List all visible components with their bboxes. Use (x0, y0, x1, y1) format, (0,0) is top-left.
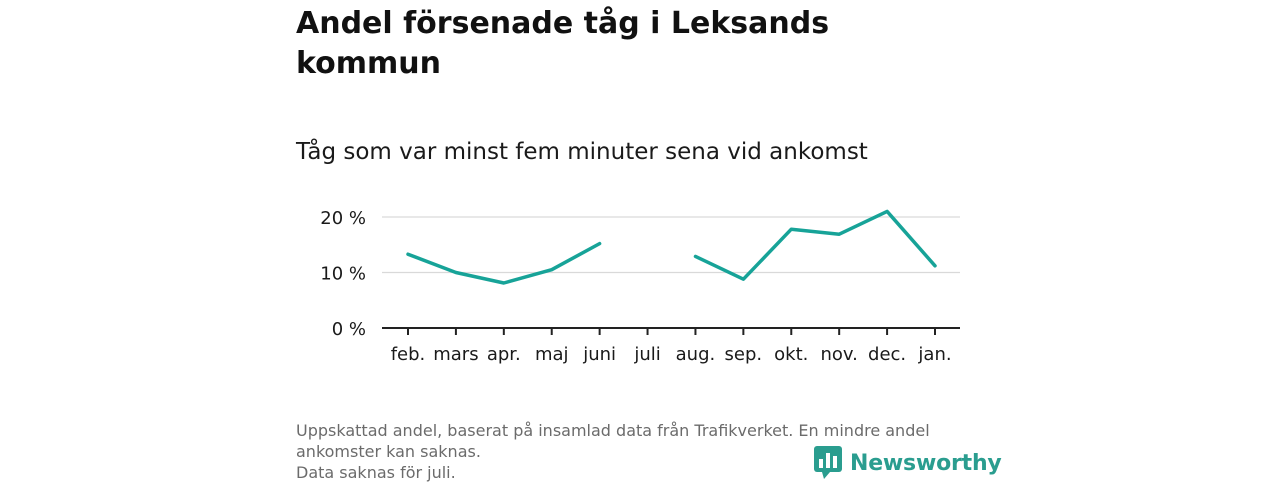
x-tick-label: okt. (774, 344, 808, 365)
line-chart: 0 % 10 % 20 % feb. mars apr. maj juni juli aug. s… (320, 208, 960, 365)
chart-subtitle: Tåg som var minst fem minuter sena vid a… (296, 139, 868, 165)
y-tick-label: 0 % (332, 319, 366, 340)
footnote-missing-data: Data saknas för juli. (296, 463, 456, 482)
x-tick-label: apr. (487, 344, 521, 365)
series-layer (406, 209, 937, 285)
x-tick-label: jan. (917, 344, 951, 365)
x-tick-label: juni (582, 344, 616, 365)
grid-layer (382, 216, 960, 329)
x-axis-ticks: feb. mars apr. maj juni juli aug. sep. okt. nov. d… (391, 328, 952, 365)
chart-title: Andel försenade tåg i Leksands kommun (296, 6, 830, 81)
x-tick-label: dec. (868, 344, 906, 365)
footnote: Uppskattad andel, baserat på insamlad da… (296, 420, 986, 483)
newsworthy-logo[interactable]: Newsworthy (814, 446, 1002, 480)
series-line-segment (406, 241, 602, 285)
x-tick-label: feb. (391, 344, 426, 365)
x-tick-label: nov. (820, 344, 857, 365)
footnote-source: Uppskattad andel, baserat på insamlad da… (296, 421, 930, 461)
series-line-segment (693, 209, 937, 281)
x-tick-label: sep. (725, 344, 763, 365)
logo-text: Newsworthy (850, 450, 1002, 476)
x-tick-label: mars (433, 344, 478, 365)
y-axis-ticks: 0 % 10 % 20 % (320, 208, 366, 340)
x-tick-label: aug. (676, 344, 716, 365)
y-tick-label: 20 % (320, 208, 366, 229)
y-tick-label: 10 % (320, 264, 366, 285)
x-tick-label: juli (633, 344, 660, 365)
x-tick-label: maj (535, 344, 569, 365)
newsworthy-bar-chart-icon (814, 446, 842, 479)
